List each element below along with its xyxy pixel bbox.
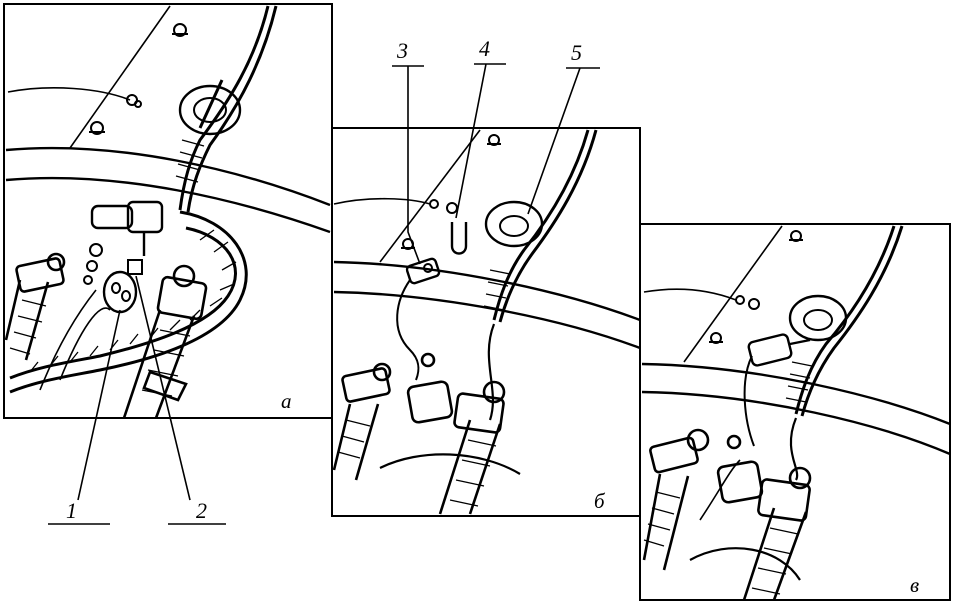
bolt-head [89, 23, 188, 135]
panel-b-frame [331, 127, 641, 517]
u-clip [450, 222, 468, 255]
hoses [4, 252, 208, 419]
hoses [332, 352, 521, 515]
callout-3-label: 3 [396, 38, 408, 63]
panel-a-label: а [281, 389, 292, 413]
callout-5 [527, 67, 600, 215]
callout-4 [455, 63, 506, 219]
callout-2 [135, 275, 226, 525]
callout-1-label: 1 [66, 498, 77, 523]
hoses [642, 428, 812, 601]
panel-a-frame [3, 3, 333, 419]
callout-5-label: 5 [571, 40, 582, 65]
callout-4-label: 4 [479, 36, 490, 61]
callout-2-label: 2 [196, 498, 207, 523]
panel-a [3, 3, 333, 419]
panel-c-label: в [910, 573, 919, 597]
callout-3 [392, 65, 424, 265]
panel-c [639, 223, 951, 601]
callout-1 [48, 309, 121, 525]
panel-b [331, 127, 641, 517]
panel-b-label: б [594, 489, 606, 513]
